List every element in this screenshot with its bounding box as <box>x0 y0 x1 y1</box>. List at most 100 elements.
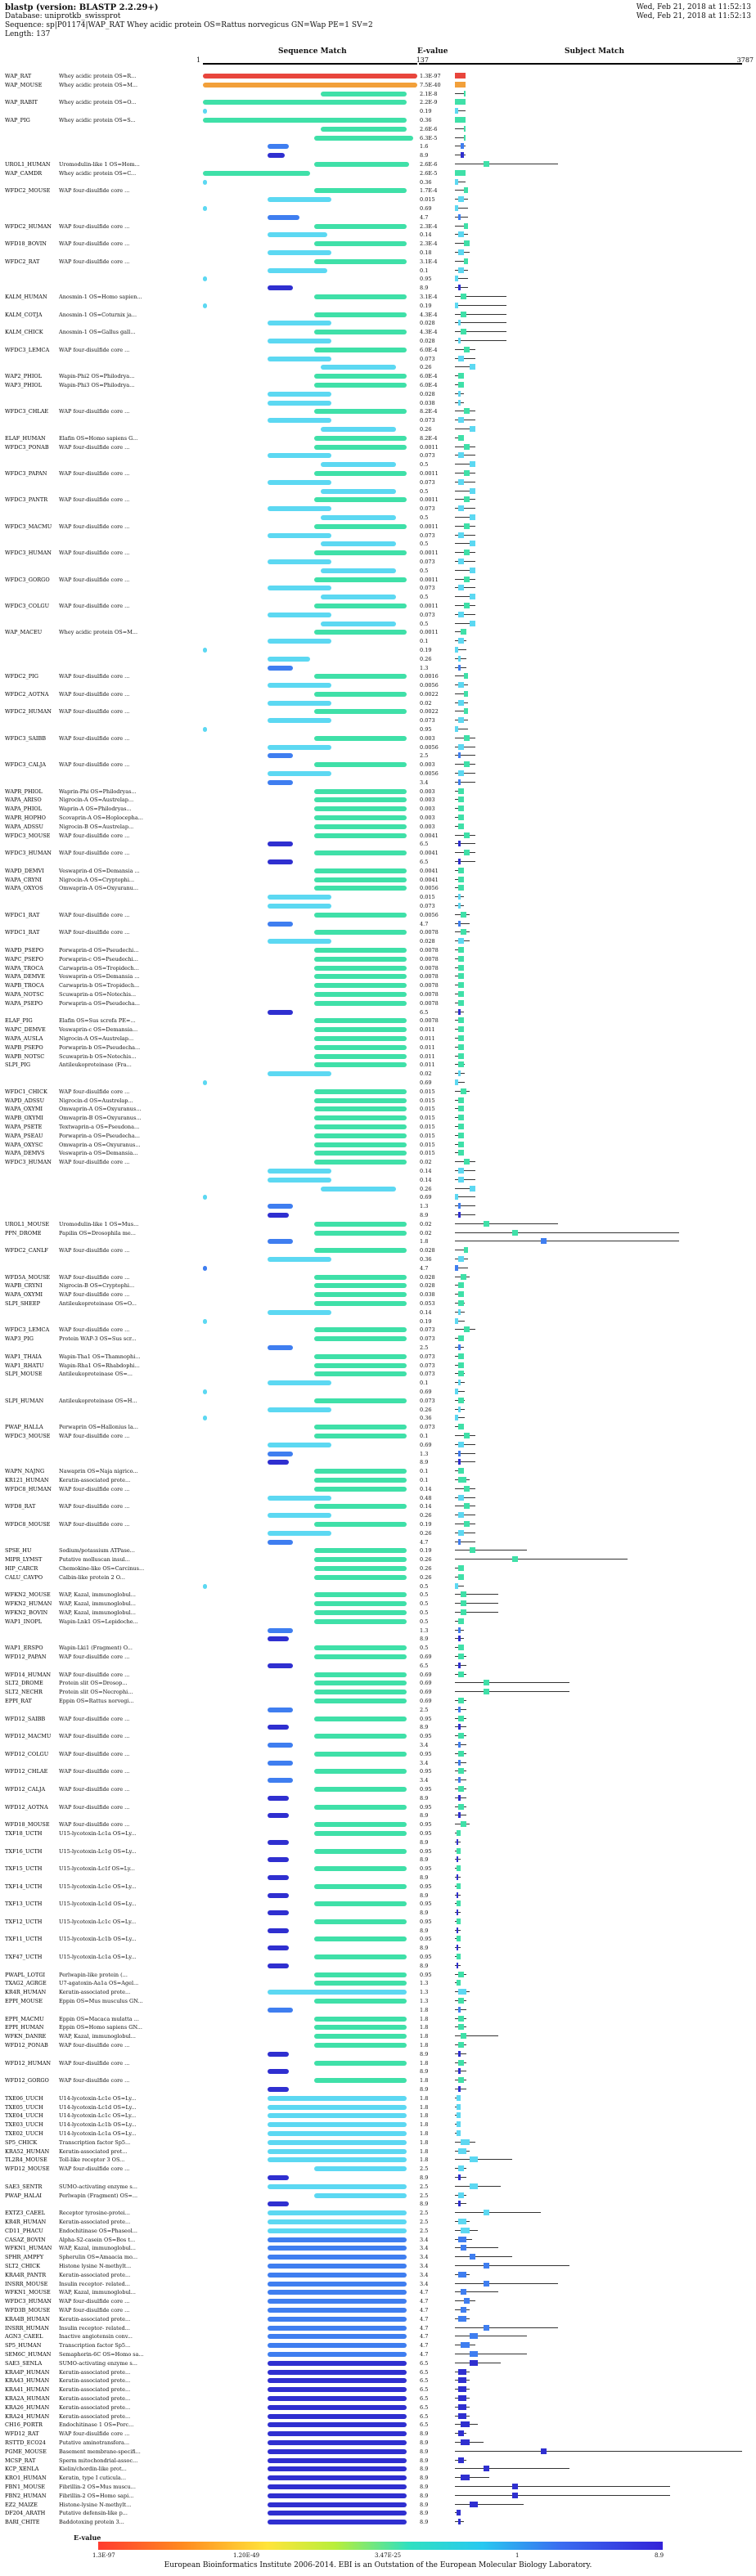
hit-accession-link[interactable]: CD11_PHACU <box>5 2227 43 2234</box>
hit-row[interactable]: TXE02_UUCH U14-lycotoxin-Lc1a OS=Ly... 1.8 <box>0 2129 756 2138</box>
hit-row[interactable]: 0.073 <box>0 902 756 910</box>
hit-row[interactable]: WAPD_DEMVI Veswaprin-d OS=Demansia ... 0.0… <box>0 867 756 875</box>
hit-accession-link[interactable]: WFD12_COLGU <box>5 1750 49 1757</box>
hit-row[interactable]: 2.5 <box>0 1344 756 1352</box>
hit-row[interactable]: WFD12_CALJA WAP four-disulfide core ... 0.… <box>0 1785 756 1793</box>
hit-row[interactable]: FBN2_HUMAN Fibrillin-2 OS=Homo sapi... 8.9 <box>0 2492 756 2500</box>
hit-row[interactable]: ELAF_HUMAN Elafin OS=Homo sapiens G... 8.2… <box>0 434 756 442</box>
hit-row[interactable]: WAP_CAMDR Whey acidic protein OS=C... 2.6E… <box>0 169 756 177</box>
hit-row[interactable]: 0.5 <box>0 487 756 496</box>
hit-row[interactable]: TXF18_UCTH U15-lycotoxin-Lc1a OS=Ly... 0.9… <box>0 1829 756 1838</box>
hit-row[interactable]: 0.5 <box>0 514 756 522</box>
hit-accession-link[interactable]: TXF15_UCTH <box>5 1865 43 1873</box>
hit-accession-link[interactable]: WAP1_RHATU <box>5 1362 44 1369</box>
hit-accession-link[interactable]: WAP_CAMDR <box>5 169 43 177</box>
hit-accession-link[interactable]: WAP1_ERSPO <box>5 1645 43 1652</box>
hit-row[interactable]: WFDC3_SAIBB WAP four-disulfide core ... 0.… <box>0 734 756 743</box>
hit-accession-link[interactable]: WFDC3_CHLAE <box>5 408 49 415</box>
hit-accession-link[interactable]: BARI_CHITE <box>5 2519 40 2526</box>
hit-row[interactable]: WFDC3_PONAB WAP four-disulfide core ... 0.… <box>0 443 756 451</box>
hit-accession-link[interactable]: KALM_CHICK <box>5 329 43 336</box>
hit-accession-link[interactable]: TXE03_UUCH <box>5 2121 43 2129</box>
hit-row[interactable]: 2.5 <box>0 1706 756 1714</box>
hit-row[interactable]: 8.9 <box>0 2050 756 2058</box>
hit-accession-link[interactable]: SPSE_HU <box>5 1547 32 1555</box>
hit-row[interactable]: 6.3E-5 <box>0 134 756 142</box>
hit-row[interactable]: 0.69 <box>0 1193 756 1201</box>
hit-accession-link[interactable]: WFDC2_PIG <box>5 673 38 680</box>
hit-row[interactable]: WAPB_NOTSC Scuwaprin-b OS=Notechis... 0.01… <box>0 1052 756 1061</box>
hit-row[interactable]: 8.9 <box>0 1856 756 1864</box>
hit-accession-link[interactable]: SP5_HUMAN <box>5 2342 42 2349</box>
hit-accession-link[interactable]: KRA41_HUMAN <box>5 2386 50 2394</box>
hit-row[interactable]: KALM_COTJA Anosmin-1 OS=Coturnix ja... 4.3… <box>0 311 756 319</box>
hit-accession-link[interactable]: WFDC2_HUMAN <box>5 222 52 230</box>
hit-row[interactable]: WFKN2_MOUSE WAP, Kazal, immunoglobul... 0.… <box>0 1591 756 1599</box>
hit-row[interactable]: 0.26 <box>0 363 756 371</box>
hit-accession-link[interactable]: FBN2_HUMAN <box>5 2492 47 2499</box>
hit-row[interactable]: 0.26 <box>0 1529 756 1537</box>
hit-row[interactable]: 8.9 <box>0 2067 756 2076</box>
hit-row[interactable]: WFD3B_MOUSE WAP four-disulfide core ... 4.… <box>0 2306 756 2314</box>
hit-row[interactable]: TL2R4_MOUSE Toll-like receptor 3 OS... 1.8 <box>0 2156 756 2164</box>
hit-row[interactable]: 8.9 <box>0 1962 756 1970</box>
hit-row[interactable]: 0.0056 <box>0 743 756 752</box>
hit-row[interactable]: WAP1_INOPL Wapin-Lnk1 OS=Lepidoche... 0.5 <box>0 1618 756 1626</box>
hit-row[interactable]: WAP_RAT Whey acidic protein OS=R... 1.3E-9… <box>0 72 756 80</box>
hit-row[interactable]: 3.4 <box>0 1741 756 1749</box>
hit-accession-link[interactable]: EPPI_HUMAN <box>5 2024 44 2031</box>
hit-row[interactable]: RSTTD_ECO24 Putative aminotransfera... 8.9 <box>0 2439 756 2447</box>
hit-row[interactable]: EPPI_HUMAN Eppin OS=Homo sapiens GN... 1.8 <box>0 2023 756 2031</box>
hit-row[interactable]: 0.073 <box>0 416 756 424</box>
hit-accession-link[interactable]: WFDC1_CHICK <box>5 1088 47 1095</box>
hit-accession-link[interactable]: ELAF_HUMAN <box>5 434 46 442</box>
hit-row[interactable]: TXF47_UCTH U15-lycotoxin-Lc1a OS=Ly... 0.9… <box>0 1953 756 1961</box>
hit-accession-link[interactable]: WAPD_DEMVI <box>5 867 44 874</box>
hit-row[interactable]: 0.073 <box>0 451 756 460</box>
hit-row[interactable]: WAPC_PSEPO Porwaprin-c OS=Pseudechi... 0.0… <box>0 955 756 963</box>
hit-row[interactable]: 4.7 <box>0 920 756 928</box>
hit-row[interactable]: 3.4 <box>0 1776 756 1784</box>
hit-row[interactable]: 4.7 <box>0 1264 756 1272</box>
hit-row[interactable]: KRA4P_HUMAN Keratin-associated prote... 6.… <box>0 2368 756 2376</box>
hit-row[interactable]: 6.5 <box>0 840 756 848</box>
hit-row[interactable]: 0.015 <box>0 893 756 901</box>
hit-row[interactable]: 8.9 <box>0 1909 756 1917</box>
hit-row[interactable]: 2.5 <box>0 752 756 760</box>
hit-row[interactable]: KRA24_HUMAN Keratin-associated prote... 6.… <box>0 2412 756 2421</box>
hit-row[interactable]: WAPA_AUSLA Nigrocin-A OS=Austrelap... 0.01… <box>0 1034 756 1043</box>
hit-accession-link[interactable]: TXF12_UCTH <box>5 1918 43 1925</box>
hit-row[interactable]: WFDC1_RAT WAP four-disulfide core ... 0.00… <box>0 928 756 936</box>
hit-row[interactable]: 0.26 <box>0 1511 756 1519</box>
hit-accession-link[interactable]: EPPI_MACMU <box>5 2015 44 2022</box>
hit-accession-link[interactable]: WFDC2_AOTNA <box>5 690 49 698</box>
hit-accession-link[interactable]: WAPB_TROCA <box>5 982 44 990</box>
hit-row[interactable]: PGME_MOUSE Basement membrane-specifi... 8.… <box>0 2448 756 2456</box>
hit-row[interactable]: KALM_HUMAN Anosmin-1 OS=Homo sapien... 3.1… <box>0 293 756 301</box>
hit-accession-link[interactable]: WFD3B_MOUSE <box>5 2307 51 2314</box>
hit-row[interactable]: TXF12_UCTH U15-lycotoxin-Lc1c OS=Ly... 0.9… <box>0 1918 756 1926</box>
hit-row[interactable]: WFDC2_PIG WAP four-disulfide core ... 0.00… <box>0 672 756 680</box>
hit-accession-link[interactable]: WAPA_PHIOL <box>5 806 43 813</box>
hit-row[interactable]: AGN3_CAEEL Inactive angiotensin conv... 4.… <box>0 2332 756 2340</box>
hit-row[interactable]: 8.9 <box>0 284 756 292</box>
hit-row[interactable]: 4.7 <box>0 1538 756 1546</box>
hit-accession-link[interactable]: KR4R_HUMAN <box>5 2219 47 2226</box>
hit-accession-link[interactable]: WFDC3_HUMAN <box>5 2298 52 2305</box>
hit-row[interactable]: WFDC3_MOUSE WAP four-disulfide core ... 0.… <box>0 832 756 840</box>
hit-row[interactable]: 0.5 <box>0 593 756 601</box>
hit-row[interactable]: 0.14 <box>0 231 756 239</box>
hit-accession-link[interactable]: TXE02_UUCH <box>5 2130 43 2138</box>
hit-accession-link[interactable]: CALU_CAVPO <box>5 1573 43 1581</box>
hit-accession-link[interactable]: TXAG2_AGRGE <box>5 1980 47 1987</box>
hit-accession-link[interactable]: WFDC3_MACMU <box>5 523 52 530</box>
hit-accession-link[interactable]: TXE06_UUCH <box>5 2094 43 2102</box>
hit-accession-link[interactable]: KRA4B_HUMAN <box>5 2315 50 2322</box>
hit-row[interactable]: WAPB_OXYMI Omwaprin-B OS=Oxyuranus... 0.01… <box>0 1114 756 1122</box>
hit-accession-link[interactable]: WFD12_CALJA <box>5 1785 46 1793</box>
hit-row[interactable]: 0.028 <box>0 319 756 327</box>
hit-accession-link[interactable]: WFDC1_RAT <box>5 911 40 918</box>
hit-row[interactable]: WAP_MACEU Whey acidic protein OS=M... 0.00… <box>0 628 756 636</box>
hit-accession-link[interactable]: WFDC3_PANTR <box>5 496 48 504</box>
hit-row[interactable]: KRA41_HUMAN Keratin-associated prote... 6.… <box>0 2385 756 2394</box>
